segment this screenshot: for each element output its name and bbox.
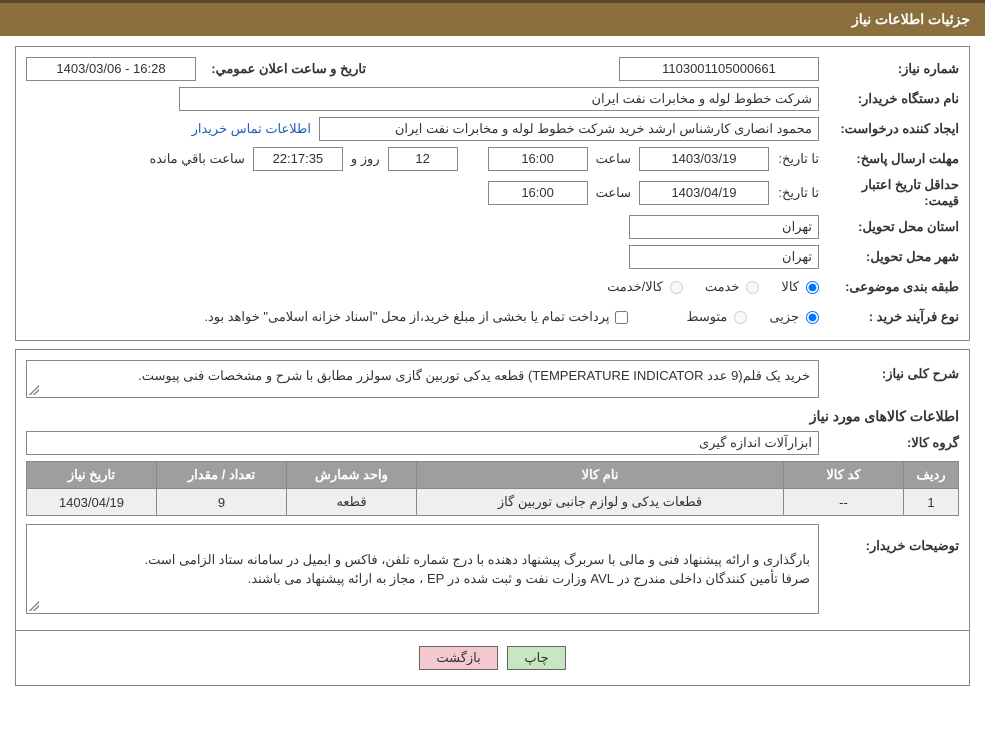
buyer-notes-field[interactable]: بارگذاری و ارائه پيشنهاد فنی و مالی با س… — [26, 524, 819, 614]
countdown-field: 22:17:35 — [253, 147, 343, 171]
radio-partial-label: جزيی — [769, 309, 799, 325]
radio-goods-service-label: کالا/خدمت — [607, 279, 663, 295]
radio-medium-label: متوسط — [686, 309, 727, 325]
validity-title-label: حداقل تاريخ اعتبار قيمت: — [819, 177, 959, 209]
buyer-org-label: نام دستگاه خريدار: — [819, 91, 959, 107]
requester-label: ايجاد کننده درخواست: — [819, 121, 959, 137]
info-panel: شماره نياز: 1103001105000661 تاريخ و ساع… — [15, 46, 970, 341]
deadline-time-field: 16:00 — [488, 147, 588, 171]
province-field: تهران — [629, 215, 819, 239]
payment-note: پرداخت تمام يا بخشی از مبلغ خريد،از محل … — [204, 309, 615, 325]
until-date-label: تا تاريخ: — [769, 151, 819, 167]
buyer-notes-text: بارگذاری و ارائه پيشنهاد فنی و مالی با س… — [145, 552, 810, 587]
purchase-type-label: نوع فرآيند خريد : — [819, 309, 959, 325]
radio-service[interactable] — [746, 281, 759, 294]
need-number-field: 1103001105000661 — [619, 57, 819, 81]
days-left-field: 12 — [388, 147, 458, 171]
radio-medium[interactable] — [734, 311, 747, 324]
radio-partial[interactable] — [806, 311, 819, 324]
category-label: طبقه بندی موضوعی: — [819, 279, 959, 295]
td-unit: قطعه — [287, 489, 417, 516]
th-qty: تعداد / مقدار — [157, 462, 287, 489]
radio-goods-label: کالا — [781, 279, 799, 295]
td-name: قطعات يدکی و لوازم جانبی توربين گاز — [417, 489, 784, 516]
validity-until-label: تا تاريخ: — [769, 185, 819, 201]
deadline-title-label: مهلت ارسال پاسخ: — [819, 151, 959, 167]
th-code: کد کالا — [784, 462, 904, 489]
button-bar: چاپ بازگشت — [15, 631, 970, 686]
city-label: شهر محل تحويل: — [819, 249, 959, 265]
buyer-notes-label: توضيحات خريدار: — [819, 524, 959, 554]
overall-desc-field[interactable]: خريد يک قلم(9 عدد TEMPERATURE INDICATOR)… — [26, 360, 819, 398]
group-field: ابزارآلات اندازه گيری — [26, 431, 819, 455]
td-row: 1 — [904, 489, 959, 516]
validity-date-field: 1403/04/19 — [639, 181, 769, 205]
panel-header: جزئيات اطلاعات نياز — [0, 0, 985, 36]
announce-label: تاريخ و ساعت اعلان عمومي: — [196, 61, 366, 77]
announce-field: 16:28 - 1403/03/06 — [26, 57, 196, 81]
province-label: استان محل تحويل: — [819, 219, 959, 235]
print-button[interactable]: چاپ — [507, 646, 565, 670]
description-panel: شرح کلی نياز: خريد يک قلم(9 عدد TEMPERAT… — [15, 349, 970, 631]
items-section-title: اطلاعات کالاهای مورد نياز — [26, 408, 959, 425]
table-row: 1 -- قطعات يدکی و لوازم جانبی توربين گاز… — [27, 489, 959, 516]
need-number-label: شماره نياز: — [819, 61, 959, 77]
city-field: تهران — [629, 245, 819, 269]
th-unit: واحد شمارش — [287, 462, 417, 489]
radio-service-label: خدمت — [705, 279, 740, 295]
overall-desc-label: شرح کلی نياز: — [819, 360, 959, 382]
radio-goods-service[interactable] — [670, 281, 683, 294]
validity-time-label: ساعت — [588, 185, 639, 201]
resize-handle-icon[interactable] — [29, 385, 39, 395]
overall-desc-text: خريد يک قلم(9 عدد TEMPERATURE INDICATOR)… — [138, 368, 810, 383]
requester-field: محمود انصاری کارشناس ارشد خريد شرکت خطوط… — [319, 117, 819, 141]
th-name: نام کالا — [417, 462, 784, 489]
days-word: روز و — [343, 151, 388, 167]
items-table: رديف کد کالا نام کالا واحد شمارش تعداد /… — [26, 461, 959, 516]
th-date: تاريخ نياز — [27, 462, 157, 489]
td-qty: 9 — [157, 489, 287, 516]
th-row: رديف — [904, 462, 959, 489]
validity-time-field: 16:00 — [488, 181, 588, 205]
resize-handle-icon[interactable] — [29, 601, 39, 611]
treasury-checkbox[interactable] — [615, 311, 628, 324]
deadline-date-field: 1403/03/19 — [639, 147, 769, 171]
group-label: گروه کالا: — [819, 435, 959, 451]
buyer-org-field: شرکت خطوط لوله و مخابرات نفت ايران — [179, 87, 819, 111]
td-date: 1403/04/19 — [27, 489, 157, 516]
td-code: -- — [784, 489, 904, 516]
back-button[interactable]: بازگشت — [419, 646, 497, 670]
category-radio-group: کالا خدمت کالا/خدمت — [589, 279, 819, 295]
table-header-row: رديف کد کالا نام کالا واحد شمارش تعداد /… — [27, 462, 959, 489]
purchase-type-radio-group: جزيی متوسط — [668, 309, 819, 325]
radio-goods[interactable] — [806, 281, 819, 294]
buyer-contact-link[interactable]: اطلاعات تماس خريدار — [192, 121, 319, 137]
deadline-time-label: ساعت — [588, 151, 639, 167]
remaining-label: ساعت باقي مانده — [141, 151, 252, 167]
